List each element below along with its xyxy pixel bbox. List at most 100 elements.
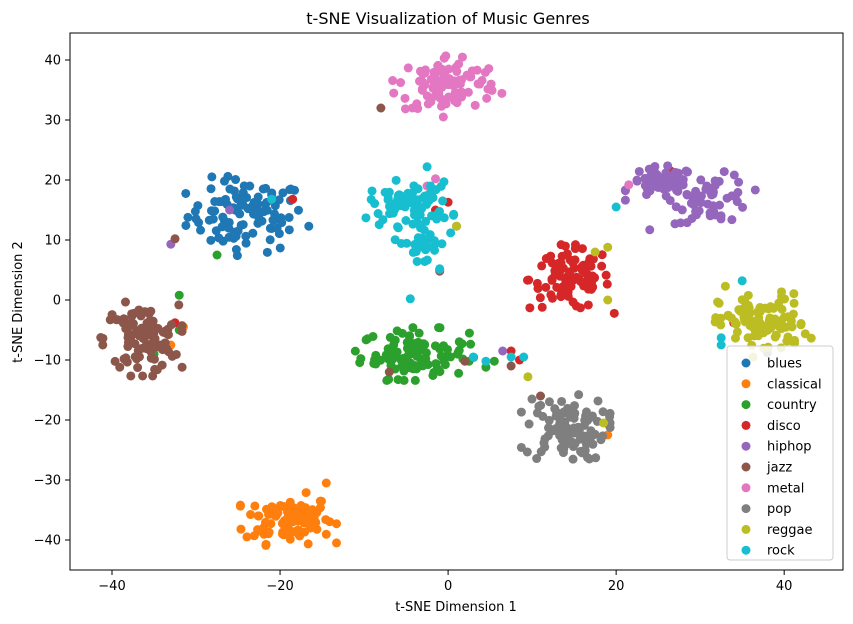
point-reggae (740, 296, 750, 306)
point-hiphop (750, 185, 760, 195)
point-blues (219, 176, 229, 186)
point-jazz (144, 325, 154, 335)
point-metal (482, 93, 492, 103)
point-jazz (127, 311, 137, 321)
legend-label-pop: pop (767, 502, 791, 517)
point-rock (388, 208, 398, 218)
point-hiphop (645, 225, 655, 235)
point-blues (270, 209, 280, 219)
point-reggae (756, 327, 766, 337)
point-pop (551, 424, 561, 434)
point-reggae (782, 336, 792, 346)
point-classical (294, 530, 304, 540)
point-reggae (452, 221, 461, 231)
point-metal (396, 78, 406, 88)
point-rock (435, 206, 445, 216)
point-reggae (745, 308, 755, 318)
point-metal (438, 112, 448, 122)
point-metal (415, 76, 425, 86)
point-rock (403, 188, 413, 198)
point-rock (409, 181, 419, 191)
point-rock (422, 242, 432, 252)
point-classical (321, 515, 331, 525)
point-jazz (130, 352, 140, 362)
point-hiphop (734, 177, 744, 187)
point-country (174, 290, 184, 300)
point-metal (463, 87, 473, 97)
legend: blues classical country disco hiphop jazz meta… (726, 345, 834, 561)
point-blues (253, 192, 263, 202)
point-blues (257, 216, 267, 226)
point-rock (394, 201, 404, 211)
point-rock (435, 264, 445, 274)
point-country (399, 375, 409, 385)
point-country (489, 356, 499, 366)
point-metal (484, 64, 494, 74)
point-blues (207, 172, 217, 182)
point-hiphop (732, 197, 742, 207)
series-rock (267, 162, 747, 366)
point-rock (716, 333, 726, 343)
point-classical (235, 500, 245, 510)
point-reggae (789, 298, 799, 308)
y-tick-label: −10 (34, 354, 61, 369)
point-blues (206, 235, 216, 245)
point-country (212, 250, 222, 260)
point-blues (183, 212, 193, 222)
point-classical (284, 516, 294, 526)
point-reggae (779, 313, 789, 323)
point-hiphop (670, 219, 680, 229)
legend-label-blues: blues (767, 357, 802, 372)
point-pop (580, 415, 590, 425)
point-metal (454, 59, 464, 69)
point-hiphop (673, 186, 683, 196)
point-rock (421, 216, 431, 226)
point-disco (537, 302, 547, 312)
point-hiphop (729, 170, 739, 180)
point-reggae (780, 322, 790, 332)
point-reggae (603, 242, 613, 252)
point-rock (468, 352, 478, 362)
point-blues (224, 217, 234, 227)
x-tick-label: 20 (608, 579, 625, 594)
point-rock (506, 352, 516, 362)
point-rock (367, 186, 377, 196)
point-rock (716, 340, 726, 350)
series-blues (181, 171, 314, 261)
point-rock (408, 219, 418, 229)
point-jazz (376, 103, 386, 113)
x-tick-label: −40 (98, 579, 125, 594)
series-jazz (96, 103, 546, 401)
point-disco (575, 276, 585, 286)
x-axis-label: t-SNE Dimension 1 (395, 600, 517, 615)
point-country (414, 328, 424, 338)
point-blues (258, 184, 268, 194)
point-rock (422, 162, 432, 172)
point-blues (284, 212, 294, 222)
point-jazz (460, 356, 470, 366)
point-disco (288, 194, 298, 204)
point-metal (420, 68, 430, 78)
point-pop (588, 439, 598, 449)
point-disco (588, 254, 598, 264)
point-jazz (138, 371, 148, 381)
point-blues (214, 233, 224, 243)
point-jazz (506, 361, 516, 371)
point-classical (315, 496, 325, 506)
point-disco (546, 251, 556, 261)
point-reggae (777, 304, 787, 314)
point-hiphop (670, 167, 680, 177)
point-blues (272, 223, 282, 233)
point-country (416, 354, 426, 364)
point-disco (523, 275, 533, 285)
point-rock (413, 233, 423, 243)
point-hiphop (665, 181, 675, 191)
point-disco (568, 297, 578, 307)
point-rock (361, 213, 371, 223)
point-disco (602, 279, 612, 289)
series-reggae (452, 221, 816, 428)
point-pop (605, 408, 615, 418)
point-disco (597, 250, 607, 260)
point-blues (191, 214, 201, 224)
point-classical (270, 507, 280, 517)
